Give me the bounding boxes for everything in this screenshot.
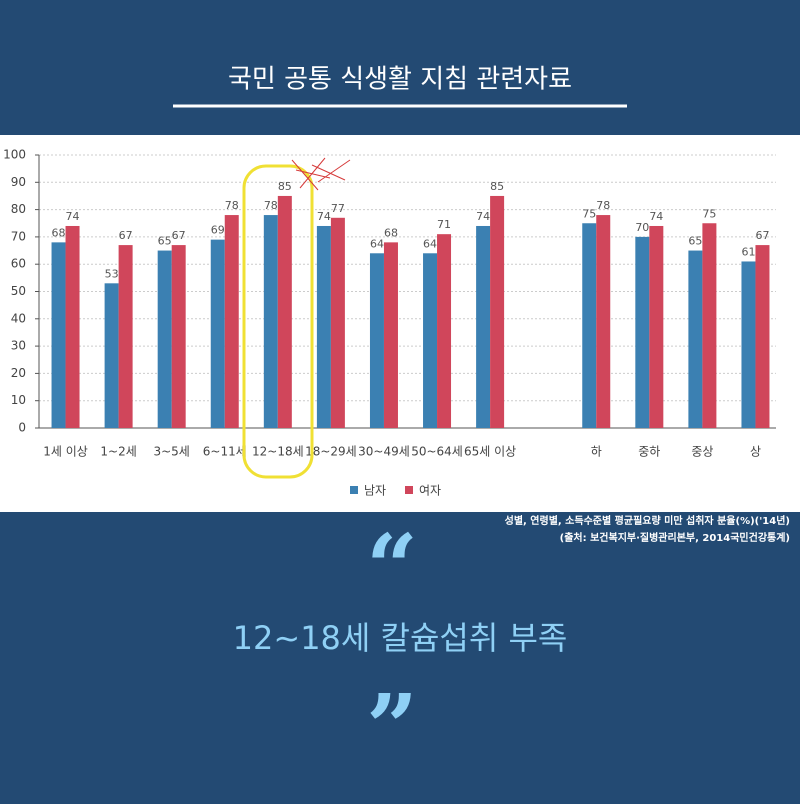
bar (702, 223, 717, 428)
x-tick-label: 65세 이상 (464, 445, 516, 459)
x-tick-label: 1~2세 (100, 445, 136, 459)
x-tick-label: 중하 (638, 445, 660, 459)
bar (65, 225, 80, 428)
value-label: 78 (596, 199, 610, 212)
bar (755, 245, 770, 428)
value-label: 64 (423, 237, 437, 250)
value-label: 69 (211, 224, 225, 237)
x-tick-label: 6~11세 (203, 445, 247, 459)
y-tick-label: 50 (11, 284, 26, 298)
y-tick-label: 20 (11, 366, 26, 380)
scribble (291, 157, 351, 191)
bar (369, 253, 384, 428)
value-label: 53 (105, 267, 119, 280)
title: 국민 공통 식생활 지침 관련자료 (228, 65, 572, 95)
value-label: 78 (225, 199, 239, 212)
caption: 성별, 연령별, 소득수준별 평균필요량 미만 섭취자 분율(%)('14년) (505, 514, 790, 527)
value-label: 71 (437, 218, 451, 231)
value-label: 75 (702, 207, 716, 220)
legend-label: 여자 (419, 484, 441, 498)
highlight (242, 164, 314, 479)
bar (582, 223, 597, 428)
x-tick-label: 상 (750, 445, 761, 459)
value-label: 70 (635, 221, 649, 234)
bar (277, 195, 292, 428)
bar (224, 215, 239, 428)
value-label: 78 (264, 199, 278, 212)
x-tick-label: 12~18세 (252, 445, 304, 459)
y-tick-label: 0 (18, 421, 26, 435)
x-tick-label: 중상 (691, 445, 713, 459)
quote-text: 12~18세 칼슘섭취 부족 (233, 619, 568, 657)
x-tick-label: 18~29세 (305, 445, 357, 459)
value-label: 74 (476, 210, 490, 223)
bar (741, 261, 756, 428)
value-label: 68 (384, 226, 398, 239)
bar (210, 239, 225, 428)
bar (476, 225, 491, 428)
quote-open: “ (366, 515, 418, 621)
value-label: 64 (370, 237, 384, 250)
y-tick-label: 60 (11, 257, 26, 271)
y-tick-label: 10 (11, 393, 26, 407)
value-label: 75 (582, 207, 596, 220)
chart-panel (0, 135, 800, 512)
bar (330, 217, 345, 428)
value-label: 74 (66, 210, 80, 223)
value-label: 67 (119, 229, 133, 242)
legend-swatch (350, 486, 358, 494)
value-label: 65 (158, 235, 172, 248)
caption: (출처: 보건복지부·질병관리본부, 2014국민건강통계) (560, 531, 790, 544)
x-tick-label: 하 (591, 445, 602, 459)
y-tick-label: 80 (11, 202, 26, 216)
value-label: 61 (741, 245, 755, 258)
y-tick-label: 30 (11, 339, 26, 353)
bar (649, 225, 664, 428)
y-tick-label: 70 (11, 229, 26, 243)
y-tick-label: 40 (11, 311, 26, 325)
bar (423, 253, 438, 428)
bar (688, 250, 703, 428)
bar (118, 245, 133, 428)
legend-swatch (405, 486, 413, 494)
bar (596, 215, 611, 428)
bar (104, 283, 119, 428)
x-tick-label: 1세 이상 (43, 445, 88, 459)
value-label: 74 (317, 210, 331, 223)
value-label: 65 (688, 235, 702, 248)
bar (51, 242, 66, 428)
value-label: 77 (331, 202, 345, 215)
x-tick-label: 50~64세 (411, 445, 463, 459)
quote-close: ” (366, 675, 418, 781)
bar (171, 245, 186, 428)
bar (437, 234, 452, 428)
value-label: 85 (490, 180, 504, 193)
x-tick-label: 30~49세 (358, 445, 410, 459)
bar (263, 215, 278, 428)
y-tick-label: 90 (11, 175, 26, 189)
y-tick-label: 100 (3, 148, 26, 162)
x-tick-label: 3~5세 (153, 445, 189, 459)
value-label: 67 (172, 229, 186, 242)
bar (635, 236, 650, 428)
legend-label: 남자 (364, 484, 386, 498)
bar (316, 225, 331, 428)
bar (157, 250, 172, 428)
value-label: 74 (649, 210, 663, 223)
value-label: 67 (755, 229, 769, 242)
value-label: 85 (278, 180, 292, 193)
value-label: 68 (52, 226, 66, 239)
bar (490, 195, 505, 428)
bar (383, 242, 398, 428)
